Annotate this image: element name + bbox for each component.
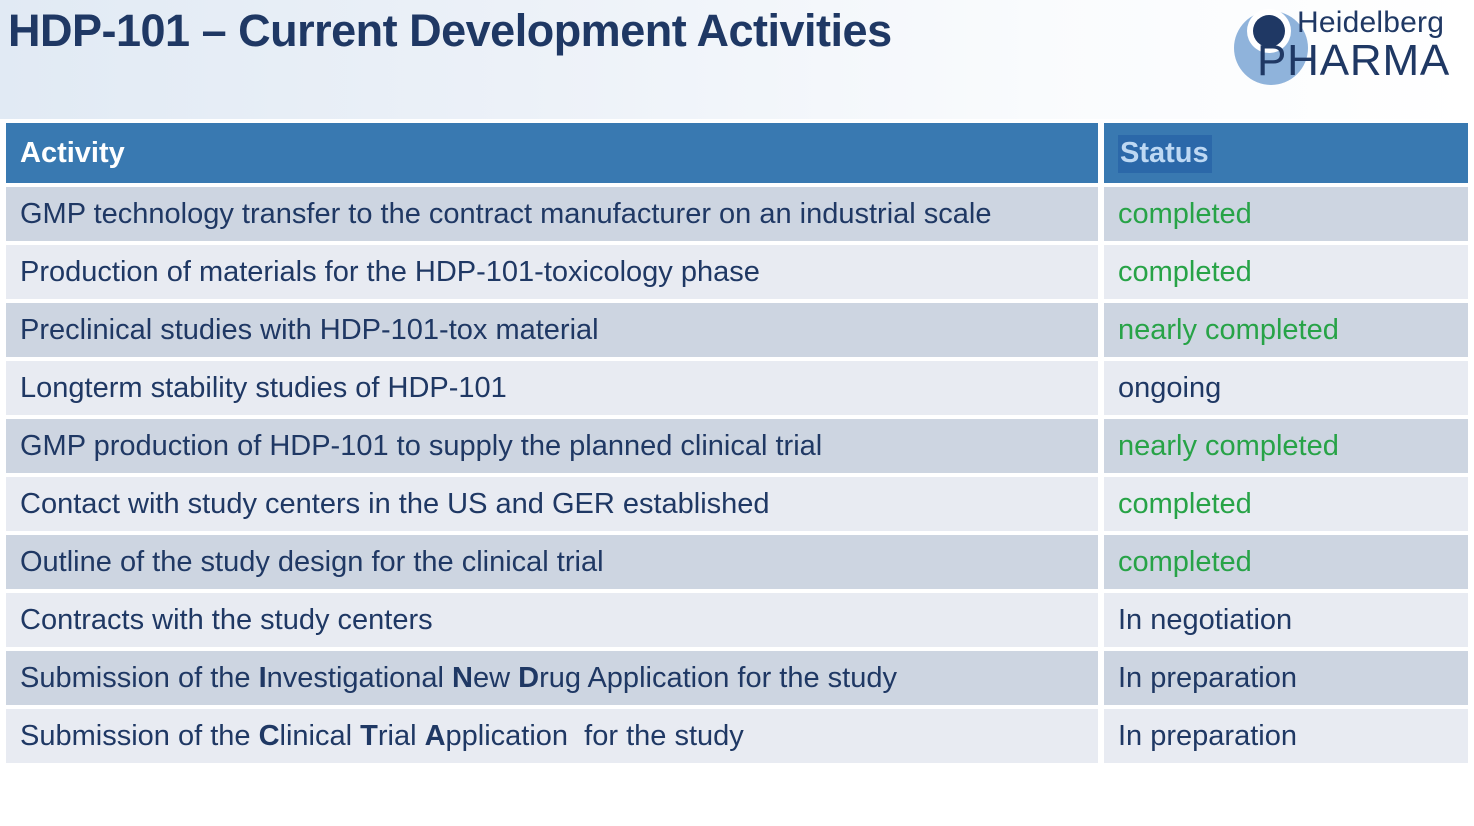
table-body: GMP technology transfer to the contract … xyxy=(6,187,1468,763)
table-row: Longterm stability studies of HDP-101 on… xyxy=(6,361,1468,415)
table-row: Contact with study centers in the US and… xyxy=(6,477,1468,531)
status-cell: nearly completed xyxy=(1104,419,1468,473)
activities-table: Activity Status GMP technology transfer … xyxy=(0,119,1474,767)
logo-text-heidelberg: Heidelberg xyxy=(1297,6,1445,39)
status-cell: ongoing xyxy=(1104,361,1468,415)
activity-cell: GMP technology transfer to the contract … xyxy=(6,187,1098,241)
status-cell: completed xyxy=(1104,245,1468,299)
status-cell: In negotiation xyxy=(1104,593,1468,647)
status-cell: completed xyxy=(1104,535,1468,589)
activity-column-header: Activity xyxy=(6,123,1098,183)
activity-cell: Preclinical studies with HDP-101-tox mat… xyxy=(6,303,1098,357)
page-title: HDP-101 – Current Development Activities xyxy=(8,5,892,56)
table-row: Outline of the study design for the clin… xyxy=(6,535,1468,589)
status-cell: completed xyxy=(1104,477,1468,531)
table-row: GMP technology transfer to the contract … xyxy=(6,187,1468,241)
heidelberg-pharma-logo: Heidelberg PHARMA xyxy=(1234,4,1468,100)
activity-cell: Contact with study centers in the US and… xyxy=(6,477,1098,531)
activity-cell: Submission of the Investigational New Dr… xyxy=(6,651,1098,705)
activity-cell: Outline of the study design for the clin… xyxy=(6,535,1098,589)
activity-cell: GMP production of HDP-101 to supply the … xyxy=(6,419,1098,473)
table-row: Contracts with the study centers In nego… xyxy=(6,593,1468,647)
status-cell: nearly completed xyxy=(1104,303,1468,357)
status-cell: completed xyxy=(1104,187,1468,241)
status-cell: In preparation xyxy=(1104,709,1468,763)
person-in-circle-icon xyxy=(1234,9,1308,85)
table-row: Preclinical studies with HDP-101-tox mat… xyxy=(6,303,1468,357)
table-row: Production of materials for the HDP-101-… xyxy=(6,245,1468,299)
table-row: Submission of the Clinical Trial Applica… xyxy=(6,709,1468,763)
table-row: GMP production of HDP-101 to supply the … xyxy=(6,419,1468,473)
logo-head xyxy=(1253,15,1285,47)
activity-cell: Production of materials for the HDP-101-… xyxy=(6,245,1098,299)
logo-text-pharma: PHARMA xyxy=(1257,36,1451,85)
table-header-row: Activity Status xyxy=(6,123,1468,183)
status-column-header: Status xyxy=(1104,123,1468,183)
table-row: Submission of the Investigational New Dr… xyxy=(6,651,1468,705)
header-gradient-band xyxy=(0,0,1474,119)
activity-cell: Contracts with the study centers xyxy=(6,593,1098,647)
activity-cell: Submission of the Clinical Trial Applica… xyxy=(6,709,1098,763)
status-header-selected-text: Status xyxy=(1118,135,1212,173)
activity-cell: Longterm stability studies of HDP-101 xyxy=(6,361,1098,415)
status-cell: In preparation xyxy=(1104,651,1468,705)
